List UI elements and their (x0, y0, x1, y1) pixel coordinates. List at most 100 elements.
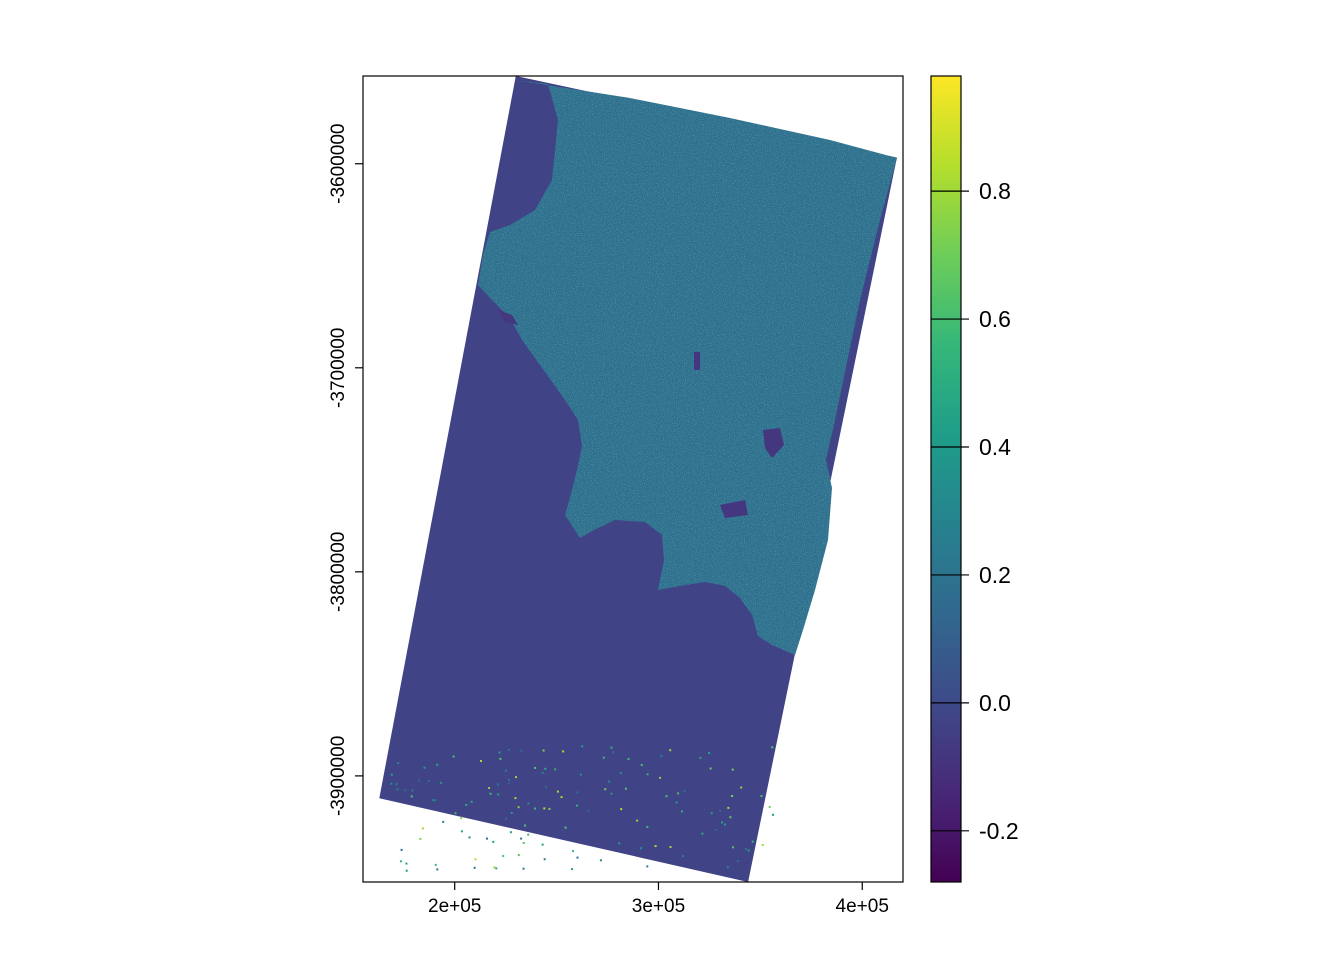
raster-speckle (708, 752, 711, 755)
raster-speckle (659, 776, 662, 779)
raster-speckle (434, 863, 437, 866)
raster-speckle (442, 820, 445, 823)
raster-speckle (411, 789, 414, 792)
x-axis: 2e+05 3e+05 4e+05 (428, 882, 889, 917)
raster-speckle (599, 859, 602, 862)
raster-speckle (680, 810, 683, 813)
raster-speckle (619, 772, 622, 775)
colorbar-tick-label: 0.0 (979, 690, 1011, 716)
raster-speckle (640, 763, 643, 766)
raster-speckle (497, 793, 500, 796)
x-tick-label: 2e+05 (428, 896, 481, 917)
raster-layer (379, 76, 897, 882)
raster-speckle (544, 767, 547, 770)
raster-speckle (474, 858, 477, 861)
raster-speckle (760, 795, 763, 798)
raster-speckle (731, 795, 734, 797)
raster-dam (763, 428, 784, 458)
raster-speckle (454, 812, 457, 815)
raster-speckle (508, 749, 510, 751)
raster-speckle (710, 812, 713, 815)
raster-speckle (489, 792, 492, 795)
raster-speckle (646, 773, 649, 776)
raster-speckle (576, 791, 579, 794)
raster-lagoon (498, 310, 518, 325)
raster-speckle (418, 779, 421, 782)
raster-speckle (627, 758, 630, 760)
raster-speckle (721, 821, 724, 824)
raster-speckle (522, 842, 525, 844)
raster-speckle (612, 751, 615, 754)
raster-speckle (543, 858, 546, 861)
plot-frame (362, 75, 904, 883)
raster-speckle (548, 807, 551, 810)
raster-speckle (541, 843, 544, 846)
raster-speckle (396, 788, 399, 791)
raster-speckle (493, 866, 496, 869)
raster-speckle (410, 795, 413, 798)
raster-speckle (527, 802, 530, 805)
raster-speckle (669, 846, 672, 848)
raster-speckle (542, 749, 545, 752)
colorbar-tick-label: 0.6 (979, 306, 1011, 332)
raster-speckle (545, 786, 547, 789)
raster-speckle (509, 831, 512, 834)
raster-speckle (740, 786, 743, 789)
raster-speckle (675, 801, 678, 804)
raster-speckle (618, 842, 621, 845)
raster-speckle (709, 767, 712, 770)
colorbar-tick-label: -0.2 (979, 818, 1019, 844)
colorbar-tick-label: 0.2 (979, 562, 1011, 588)
raster-speckle (654, 845, 657, 848)
raster-speckle (564, 826, 567, 829)
raster-speckle (517, 806, 520, 809)
raster-speckle (460, 817, 463, 820)
raster-dam (720, 500, 748, 518)
raster-speckle (604, 788, 607, 791)
raster-speckle (636, 819, 639, 822)
raster-speckle (610, 746, 613, 749)
raster-speckle (571, 868, 574, 871)
raster-speckle (724, 823, 726, 826)
raster-speckle (434, 799, 437, 802)
raster-speckle (562, 750, 565, 753)
raster-speckle (620, 808, 623, 811)
raster-speckle (731, 768, 734, 771)
raster-speckle (421, 827, 424, 830)
raster-speckle (508, 778, 510, 781)
raster-speckle (468, 836, 471, 839)
raster-speckle (514, 797, 517, 800)
raster-speckle (520, 837, 523, 840)
raster-speckle (719, 809, 722, 812)
raster-speckle (507, 782, 510, 785)
raster-speckle (587, 809, 590, 812)
raster-speckle (677, 792, 680, 795)
raster-speckle (395, 783, 398, 786)
raster-speckle (427, 779, 430, 782)
y-tick-label: -3700000 (328, 328, 349, 408)
raster-speckle (517, 854, 520, 857)
raster-speckle (492, 840, 495, 843)
colorbar-tick-label: 0.8 (979, 178, 1011, 204)
raster-speckle (576, 856, 579, 859)
raster-speckle (452, 755, 455, 758)
raster-speckle (624, 787, 627, 790)
raster-speckle (499, 757, 502, 760)
raster-speckle (771, 746, 774, 749)
y-tick-label: -3800000 (328, 532, 349, 612)
raster-speckle (543, 807, 546, 810)
raster-speckle (579, 773, 582, 776)
raster-speckle (665, 795, 668, 798)
raster-speckle (419, 837, 422, 840)
raster-speckle (404, 789, 407, 792)
raster-speckle (610, 792, 613, 795)
raster-speckle (515, 776, 517, 779)
colorbar-legend: -0.2 0.0 0.2 0.4 0.6 0.8 (930, 75, 1019, 883)
raster-speckle (646, 826, 649, 828)
raster-speckle (727, 806, 730, 809)
raster-speckle (431, 799, 434, 802)
raster-speckle (669, 749, 672, 752)
raster-speckle (608, 780, 611, 783)
raster-speckle (488, 787, 491, 789)
